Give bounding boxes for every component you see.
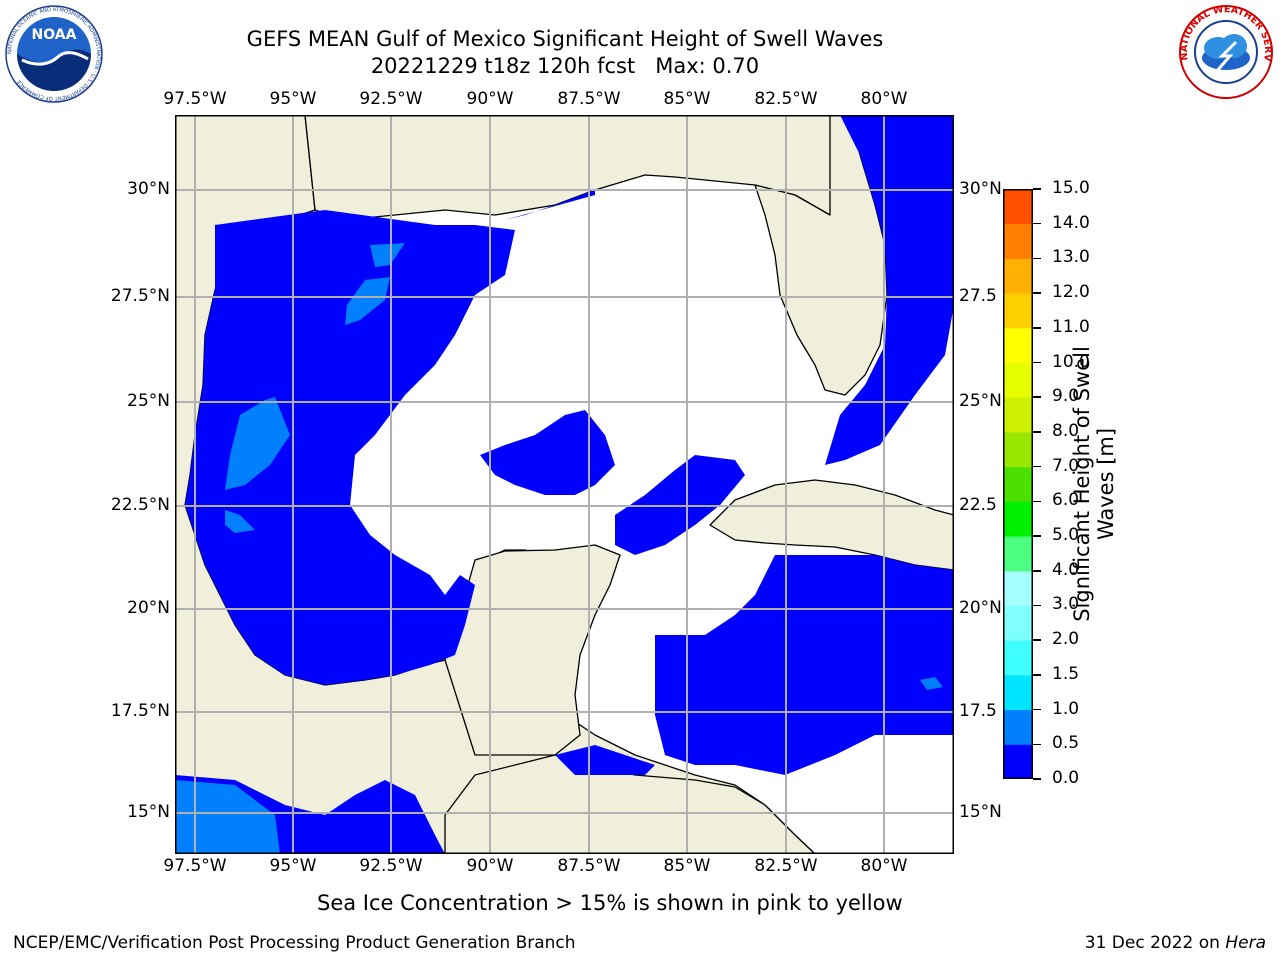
colorbar-tick-label: 15.0 [1052, 178, 1090, 198]
right-lat-label: 17.5 [959, 701, 997, 721]
colorbar-tick-mark [1033, 258, 1041, 260]
colorbar-segment [1003, 328, 1033, 363]
colorbar-tick-mark [1033, 466, 1041, 468]
colorbar-segment [1003, 640, 1033, 675]
colorbar-tick-mark [1033, 327, 1041, 329]
top-lon-label: 82.5°W [746, 89, 826, 109]
colorbar-segment [1003, 710, 1033, 745]
colorbar-segment [1003, 536, 1033, 571]
right-lat-label: 22.5 [959, 495, 997, 515]
colorbar-segment [1003, 397, 1033, 432]
top-lon-label: 90°W [450, 89, 530, 109]
colorbar-tick-label: 14.0 [1052, 213, 1090, 233]
colorbar-segment [1003, 258, 1033, 293]
noaa-logo: NOAA NATIONAL OCEANIC AND ATMOSPHERIC AD… [4, 4, 104, 104]
colorbar-segment [1003, 571, 1033, 606]
colorbar-segment [1003, 293, 1033, 328]
bottom-lon-label: 95°W [253, 856, 333, 876]
colorbar-segment [1003, 467, 1033, 502]
chart-subtitle: 20221229 t18z 120h fcst Max: 0.70 [0, 54, 1130, 78]
footer-host: Hera [1225, 933, 1266, 953]
colorbar-tick-mark [1033, 709, 1041, 711]
right-lat-label: 15°N [959, 802, 1002, 822]
top-lon-label: 87.5°W [549, 89, 629, 109]
chart-title: GEFS MEAN Gulf of Mexico Significant Hei… [0, 27, 1130, 51]
footer-date: 31 Dec 2022 on Hera [1085, 933, 1266, 953]
left-lat-label: 22.5°N [111, 495, 170, 515]
colorbar-tick-label: 0.0 [1052, 768, 1079, 788]
left-lat-label: 30°N [127, 179, 170, 199]
bottom-lon-label: 90°W [450, 856, 530, 876]
colorbar-segment [1003, 189, 1033, 224]
colorbar-tick-mark [1033, 605, 1041, 607]
top-lon-label: 85°W [647, 89, 727, 109]
colorbar-tick-mark [1033, 362, 1041, 364]
colorbar-tick-mark [1033, 431, 1041, 433]
colorbar-tick-label: 1.5 [1052, 664, 1079, 684]
colorbar-tick-mark [1033, 223, 1041, 225]
top-lon-label: 80°W [844, 89, 924, 109]
map-area [175, 115, 954, 854]
colorbar-segment [1003, 224, 1033, 259]
colorbar-segment [1003, 501, 1033, 536]
sea-ice-caption: Sea Ice Concentration > 15% is shown in … [317, 891, 903, 915]
left-lat-label: 20°N [127, 598, 170, 618]
colorbar-tick-mark [1033, 292, 1041, 294]
right-lat-label: 25°N [959, 391, 1002, 411]
colorbar-tick-label: 2.0 [1052, 629, 1079, 649]
colorbar-tick-mark [1033, 188, 1041, 190]
left-lat-label: 15°N [127, 802, 170, 822]
bottom-lon-label: 80°W [844, 856, 924, 876]
bottom-lon-label: 87.5°W [549, 856, 629, 876]
colorbar-tick-label: 0.5 [1052, 733, 1079, 753]
colorbar-tick-label: 11.0 [1052, 317, 1090, 337]
colorbar-tick-mark [1033, 744, 1041, 746]
colorbar-tick-mark [1033, 639, 1041, 641]
colorbar-label-line1: Significant Height of Swell [1070, 346, 1094, 622]
footer-credit: NCEP/EMC/Verification Post Processing Pr… [13, 933, 576, 953]
right-lat-label: 27.5 [959, 286, 997, 306]
colorbar-segment [1003, 363, 1033, 398]
colorbar-tick-mark [1033, 396, 1041, 398]
footer-date-text: 31 Dec 2022 on [1085, 933, 1226, 953]
top-lon-label: 95°W [253, 89, 333, 109]
left-lat-label: 25°N [127, 391, 170, 411]
colorbar-segment [1003, 432, 1033, 467]
colorbar-tick-label: 13.0 [1052, 247, 1090, 267]
right-lat-label: 30°N [959, 179, 1002, 199]
top-lon-label: 97.5°W [155, 89, 235, 109]
colorbar-tick-label: 1.0 [1052, 699, 1079, 719]
bottom-lon-label: 82.5°W [746, 856, 826, 876]
colorbar-tick-mark [1033, 535, 1041, 537]
bottom-lon-label: 92.5°W [351, 856, 431, 876]
top-lon-label: 92.5°W [351, 89, 431, 109]
colorbar-tick-mark [1033, 570, 1041, 572]
nws-logo: NATIONAL WEATHER SERVICE [1176, 2, 1276, 102]
left-lat-label: 17.5°N [111, 701, 170, 721]
colorbar-label-line2: Waves [m] [1094, 346, 1118, 622]
colorbar-segment [1003, 744, 1033, 779]
colorbar-tick-label: 12.0 [1052, 282, 1090, 302]
right-lat-label: 20°N [959, 598, 1002, 618]
colorbar-tick-mark [1033, 674, 1041, 676]
colorbar-segment [1003, 605, 1033, 640]
colorbar-tick-mark [1033, 501, 1041, 503]
colorbar [1003, 189, 1033, 779]
bottom-lon-label: 97.5°W [155, 856, 235, 876]
colorbar-tick-mark [1033, 778, 1041, 780]
noaa-logo-text: NOAA [32, 27, 77, 43]
bottom-lon-label: 85°W [647, 856, 727, 876]
colorbar-segment [1003, 675, 1033, 710]
left-lat-label: 27.5°N [111, 286, 170, 306]
